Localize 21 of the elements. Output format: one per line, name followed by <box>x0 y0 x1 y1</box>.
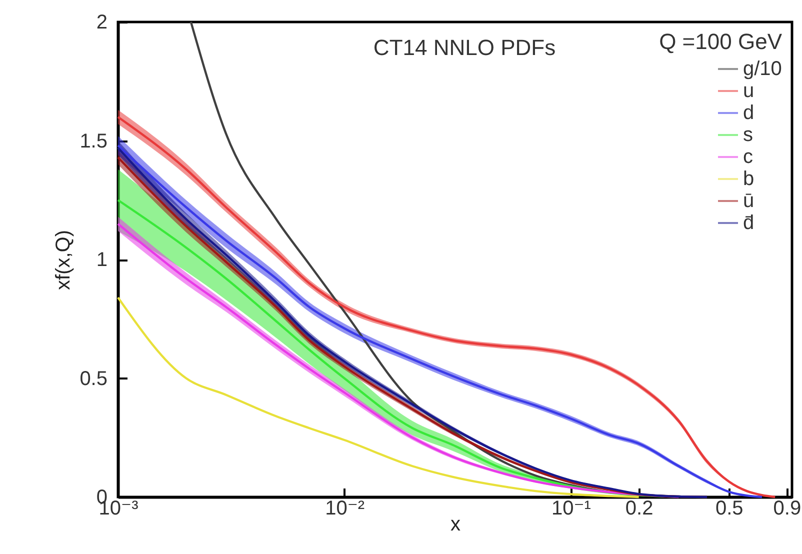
y-tick-label: 1 <box>96 249 108 271</box>
x-axis-title: x <box>450 514 460 536</box>
x-tick-label: 10⁻¹ <box>551 498 592 520</box>
legend-label: c <box>743 146 753 168</box>
legend-label: ū <box>743 190 754 212</box>
legend-label: g/10 <box>743 58 782 80</box>
legend-label: d <box>743 102 754 124</box>
y-tick-label: 0.5 <box>80 368 108 390</box>
legend-label: u <box>743 80 754 102</box>
legend-label: d̄ <box>743 212 754 234</box>
x-tick-label: 0.5 <box>716 498 744 520</box>
x-tick-label: 10⁻² <box>325 498 365 520</box>
legend-title: Q =100 GeV <box>659 29 782 54</box>
x-tick-label: 0.9 <box>773 498 802 520</box>
y-tick-label: 2 <box>96 12 108 34</box>
legend-label: b <box>743 168 754 190</box>
y-axis-title: xf(x,Q) <box>52 230 75 290</box>
y-tick-label: 1.5 <box>80 130 108 152</box>
legend-label: s <box>743 124 753 146</box>
x-tick-label: 0.2 <box>625 498 654 520</box>
text: CT14 NNLO PDFs <box>373 35 556 60</box>
